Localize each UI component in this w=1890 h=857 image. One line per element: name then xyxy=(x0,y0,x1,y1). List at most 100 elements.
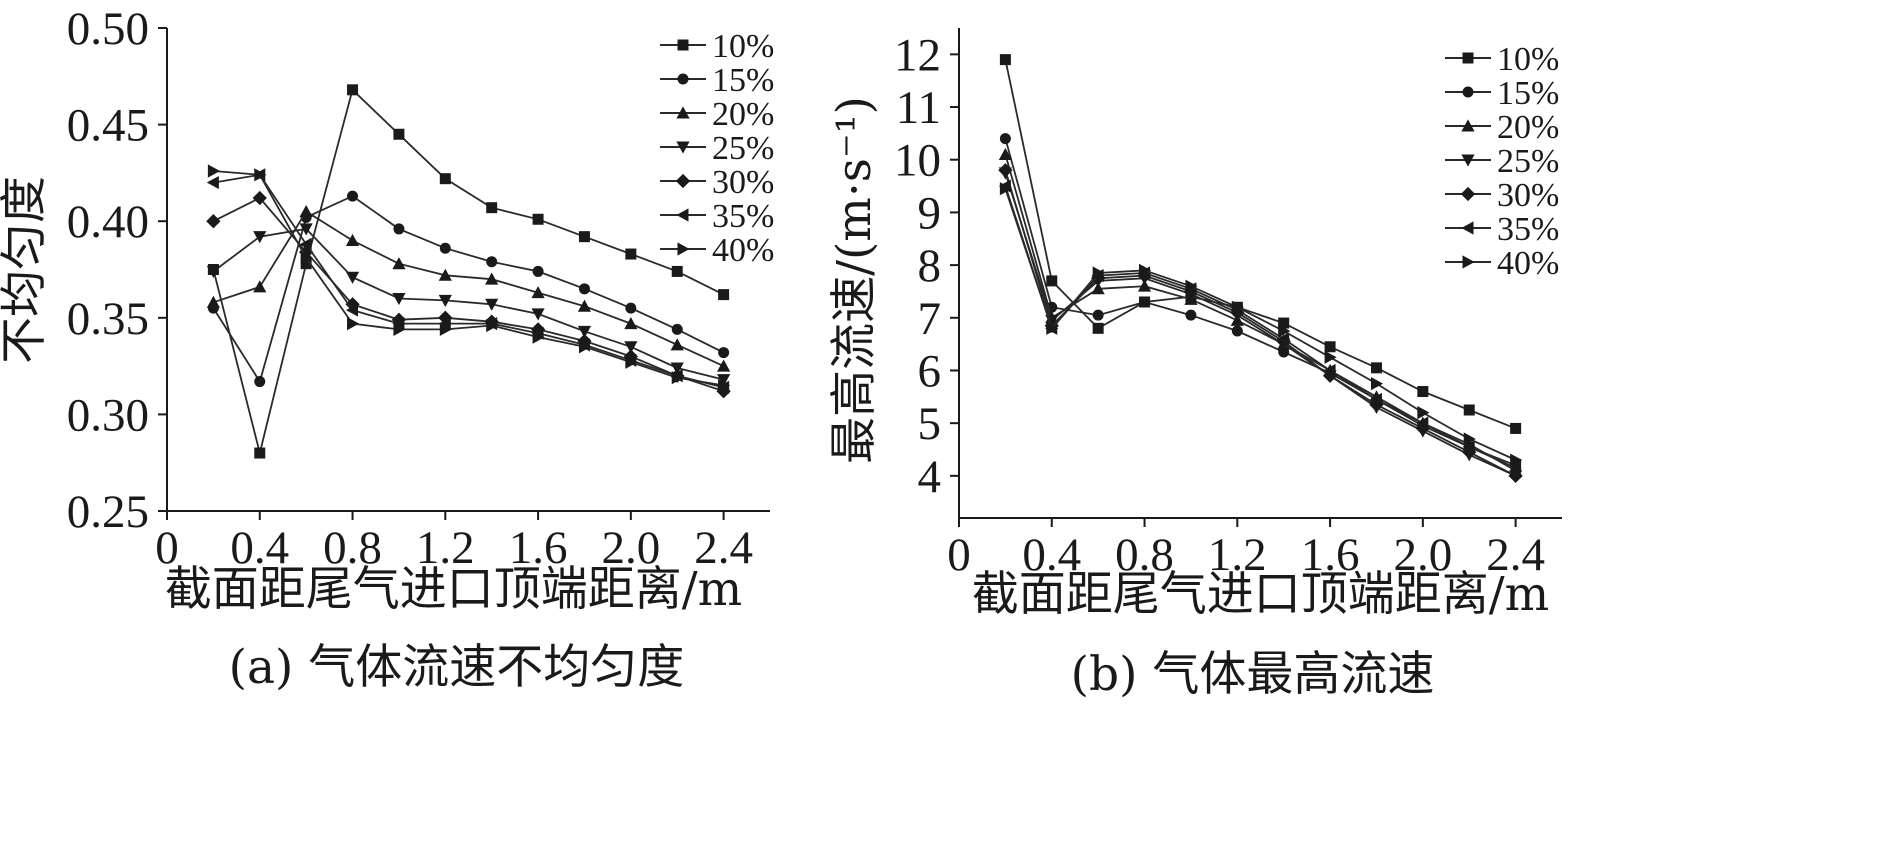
chart-a-data-point xyxy=(206,295,220,308)
chart-a-data-point xyxy=(438,268,452,281)
chart-a-legend-marker xyxy=(676,208,689,222)
chart-a-data-point xyxy=(625,248,637,260)
chart-a-data-point xyxy=(578,231,590,243)
chart-b-x-tick-label: 1.6 xyxy=(1301,529,1360,581)
chart-b-data-point xyxy=(1370,377,1384,391)
chart-a-x-tick-label: 0.8 xyxy=(323,522,382,574)
chart-a-data-point xyxy=(577,325,592,338)
chart-b-data-point xyxy=(999,133,1011,145)
chart-a-data-point xyxy=(486,256,498,268)
chart-a-series-20% xyxy=(206,204,731,372)
chart-b-series-15% xyxy=(999,133,1522,474)
chart-b-legend-item: 35% xyxy=(1445,211,1559,248)
chart-a-x-tick-label: 1.2 xyxy=(416,522,475,574)
chart-a-data-point xyxy=(252,190,267,206)
chart-a-legend-marker xyxy=(677,73,689,85)
chart-b-data-point xyxy=(1139,296,1151,308)
chart-b-data-point xyxy=(1462,440,1475,454)
chart-a-series-line xyxy=(212,227,724,381)
chart-a-data-point xyxy=(624,316,638,330)
chart-a-data-point xyxy=(531,308,545,321)
chart-a-data-point xyxy=(438,316,451,331)
chart-a-data-point xyxy=(532,330,545,344)
chart-b-y-tick-label: 12 xyxy=(894,29,941,81)
chart-b-data-point xyxy=(1416,416,1429,430)
chart-b-series-40% xyxy=(999,182,1523,467)
chart-b-data-point xyxy=(1323,363,1336,378)
chart-a-y-tick-label: 0.40 xyxy=(67,196,149,248)
chart-b-data-point xyxy=(1231,300,1244,314)
chart-a-legend-item: 15% xyxy=(660,62,774,99)
chart-b-data-point xyxy=(1185,279,1198,293)
chart-b-x-tick-label: 2.4 xyxy=(1486,529,1545,581)
chart-a-data-point xyxy=(253,280,267,293)
chart-b-y-tick-label: 11 xyxy=(896,82,941,134)
chart-a-data-point xyxy=(393,322,406,336)
chart-b-series-line xyxy=(1004,59,1516,430)
chart-a-data-point xyxy=(345,271,360,284)
chart-a-legend-label: 30% xyxy=(712,164,774,201)
chart-b-legend-item: 40% xyxy=(1445,245,1559,282)
chart-a-data-point xyxy=(717,359,731,372)
chart-a-x-tick-label: 2.0 xyxy=(601,522,660,574)
chart-b-series-10% xyxy=(999,54,1522,434)
chart-a-y-axis-title: 不均匀度 xyxy=(0,176,52,364)
chart-a-legend-marker xyxy=(676,106,690,119)
chart-a-data-point xyxy=(392,292,406,306)
chart-b-data-point xyxy=(1185,309,1197,321)
chart-b-series-line xyxy=(1004,170,1517,477)
chart-b-data-point xyxy=(1278,324,1291,338)
chart-b-legend-item: 10% xyxy=(1445,41,1559,78)
chart-a-data-point xyxy=(300,251,313,265)
chart-a-legend-item: 20% xyxy=(660,96,774,133)
chart-a-series-line xyxy=(212,88,725,454)
chart-b-data-point xyxy=(998,147,1012,160)
chart-a-data-point xyxy=(486,318,499,333)
chart-a-legend-item: 25% xyxy=(660,130,774,167)
chart-b-legend-label: 30% xyxy=(1497,177,1559,214)
chart-a-series-35% xyxy=(206,168,730,394)
chart-b-data-point xyxy=(999,182,1012,196)
chart-a-legend-label: 15% xyxy=(712,62,774,99)
chart-a-data-point xyxy=(718,347,730,359)
chart-a-data-point xyxy=(671,323,683,335)
chart-b-legend-item: 30% xyxy=(1445,177,1559,214)
chart-a-data-point xyxy=(347,84,359,96)
chart-a-data-point xyxy=(299,204,313,218)
chart-b-legend-label: 40% xyxy=(1497,245,1559,282)
chart-a-legend-marker xyxy=(677,242,690,256)
chart-a-x-tick-label: 0 xyxy=(155,522,179,574)
chart-b-legend-label: 15% xyxy=(1497,75,1559,112)
chart-b-legend-marker xyxy=(1462,255,1475,269)
chart-b-data-point xyxy=(1369,392,1382,407)
chart-b-series-line xyxy=(1004,188,1516,461)
chart-b-x-tick-label: 0 xyxy=(947,529,971,581)
chart-a-y-tick-label: 0.45 xyxy=(67,100,149,152)
chart-b-data-point xyxy=(1137,279,1152,292)
chart-a-legend-item: 35% xyxy=(660,198,774,235)
chart-b-data-point xyxy=(1463,432,1476,446)
chart-a-data-point xyxy=(206,175,219,190)
chart-b-data-point xyxy=(1231,325,1243,337)
chart-a-series-line xyxy=(213,210,724,367)
chart-a-x-axis-title: 截面距尾气进口顶端距离/m xyxy=(165,562,742,617)
chart-a-data-point xyxy=(486,202,498,214)
chart-a-y-tick-label: 0.35 xyxy=(67,293,149,345)
chart-a-y-tick-label: 0.30 xyxy=(67,389,149,441)
chart-b-data-point xyxy=(1277,332,1290,346)
chart-a-data-point xyxy=(717,374,731,387)
chart-a-legend-label: 40% xyxy=(712,232,774,269)
chart-a-legend-label: 20% xyxy=(712,96,774,133)
chart-b-data-point xyxy=(1139,263,1152,277)
chart-a-legend-marker xyxy=(675,173,691,189)
chart-b-legend-item: 15% xyxy=(1445,75,1559,112)
chart-b-series-line xyxy=(1004,138,1516,469)
chart-a-data-point xyxy=(671,371,684,385)
chart-b-data-point xyxy=(1510,453,1523,467)
chart-a-data-point xyxy=(254,447,266,459)
chart-b-x-tick-label: 2.0 xyxy=(1393,529,1452,581)
chart-a-series-line xyxy=(213,170,724,387)
chart-a-legend-item: 10% xyxy=(660,28,774,65)
chart-a-legend-marker xyxy=(676,141,690,154)
